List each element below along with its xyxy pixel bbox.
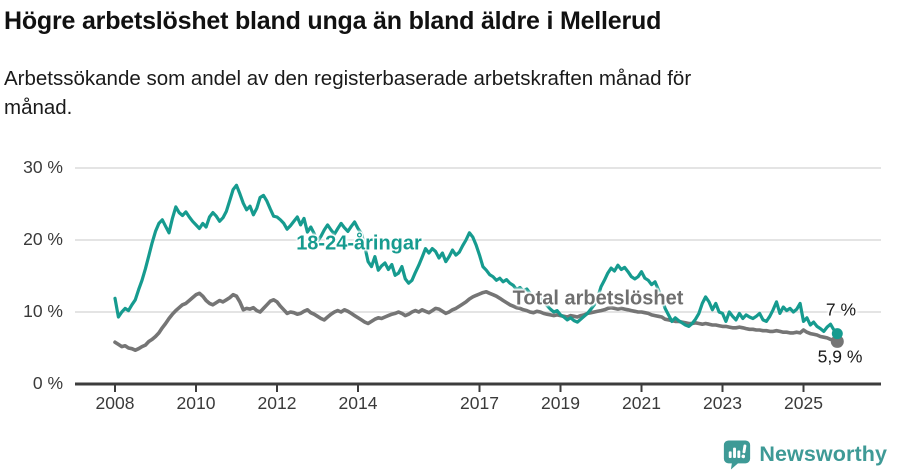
newsworthy-wordmark: Newsworthy — [759, 442, 887, 466]
y-tick-label: 30 % — [23, 157, 63, 177]
x-tick-label: 2017 — [460, 393, 499, 413]
x-tick-label: 2012 — [257, 393, 297, 413]
newsworthy-logo[interactable]: Newsworthy — [722, 439, 887, 470]
x-tick-label: 2014 — [338, 393, 378, 413]
y-tick-label: 20 % — [23, 229, 63, 249]
y-tick-label: 10 % — [23, 301, 63, 321]
newsworthy-icon — [724, 440, 751, 470]
x-tick-label: 2025 — [784, 393, 823, 413]
series-label-total: Total arbetslöshet — [512, 287, 684, 310]
chart-subtitle-line2: månad. — [4, 95, 73, 119]
series-label-youth: 18-24-åringar — [296, 232, 422, 255]
page-title: Högre arbetslöshet bland unga än bland ä… — [4, 7, 662, 35]
end-value-label-total: 5,9 % — [817, 346, 863, 367]
x-tick-label: 2021 — [622, 393, 661, 413]
chart-subtitle-line1: Arbetssökande som andel av den registerb… — [4, 67, 692, 90]
x-tick-label: 2019 — [541, 393, 580, 413]
y-tick-label: 0 % — [32, 373, 63, 393]
end-value-label-youth: 7 % — [825, 299, 857, 320]
chart-subtitle: Arbetssökande som andel av den registerb… — [4, 65, 691, 122]
x-tick-label: 2023 — [703, 393, 742, 413]
x-tick-label: 2008 — [95, 393, 135, 413]
x-tick-label: 2010 — [176, 393, 216, 413]
